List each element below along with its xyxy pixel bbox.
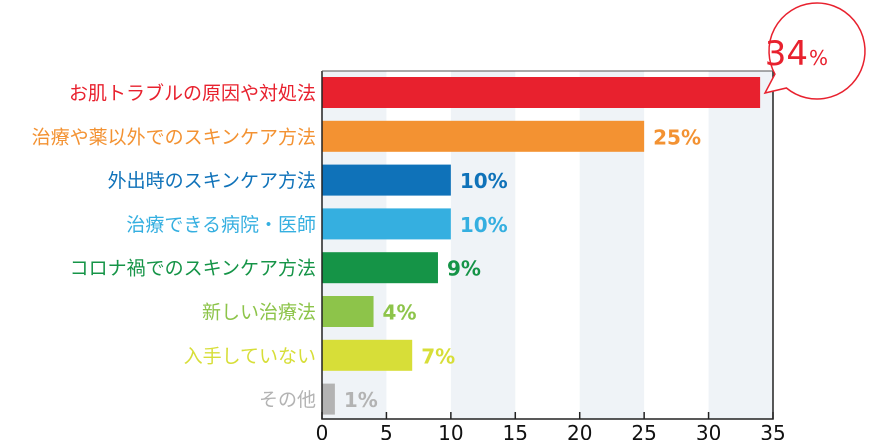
x-tick-label: 35 [760, 421, 785, 440]
x-tick-label: 10 [438, 421, 463, 440]
x-tick-label: 20 [567, 421, 592, 440]
category-label: 外出時のスキンケア方法 [108, 170, 316, 192]
axis-frame [321, 71, 774, 420]
grid-band [708, 71, 773, 419]
callout-bubble: 34 % [763, 2, 866, 100]
callout-unit: % [809, 46, 828, 70]
category-label: その他 [259, 389, 316, 411]
bar [322, 120, 645, 152]
bar [322, 77, 761, 108]
callout-value: 34 [765, 34, 808, 74]
category-label: 入手していない [184, 345, 316, 367]
bar [322, 208, 451, 240]
category-label: コロナ禍でのスキンケア方法 [70, 258, 316, 280]
data-label: 10% [460, 213, 508, 237]
data-label: 9% [447, 257, 481, 281]
callout-bubble-shape [763, 2, 866, 100]
category-label: 治療や薬以外でのスキンケア方法 [32, 126, 316, 148]
bar [322, 296, 374, 327]
bar [322, 339, 413, 371]
bar [322, 383, 335, 415]
x-tick-label: 5 [380, 421, 393, 440]
category-label: お肌トラブルの原因や対処法 [69, 82, 316, 105]
x-tick-label: 0 [316, 421, 329, 440]
data-label: 25% [653, 125, 701, 149]
x-tick-label: 25 [631, 421, 656, 440]
category-label: 治療できる病院・医師 [126, 214, 316, 236]
x-tick-label: 30 [696, 421, 721, 440]
bar [322, 252, 438, 284]
data-label: 1% [344, 388, 378, 412]
x-tick-label: 15 [503, 421, 528, 440]
bar [322, 164, 451, 196]
data-label: 10% [460, 169, 508, 193]
category-label: 新しい治療法 [202, 302, 316, 324]
data-label: 7% [421, 344, 455, 368]
data-label: 4% [383, 301, 417, 325]
